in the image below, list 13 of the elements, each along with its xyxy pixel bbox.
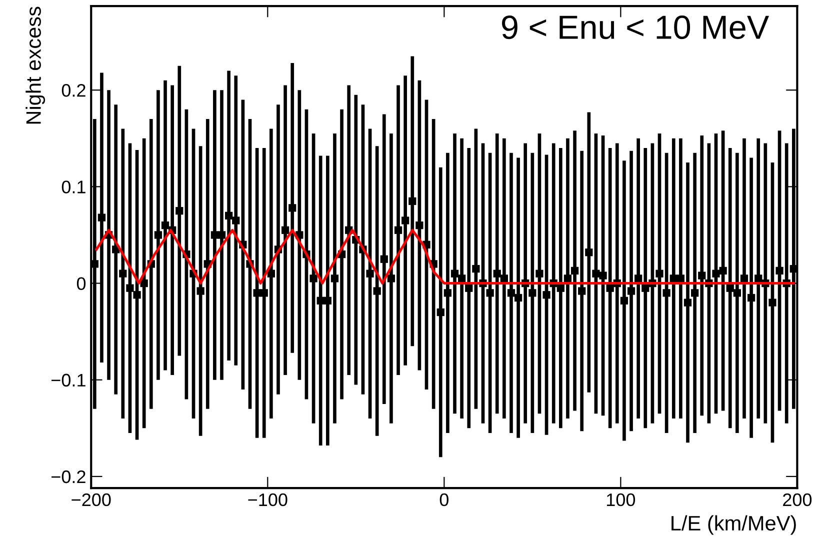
x-tick-label: −100 [248,493,288,506]
x-tick-label: 100 [606,493,636,506]
annotation: 9 < Enu < 10 MeV [502,15,770,40]
y-tick-label: 0.1 [62,180,86,194]
y-axis-title: Night excess [26,6,46,124]
x-tick-label: −200 [72,493,111,506]
x-tick-label: 0 [440,493,448,506]
y-tick-label: −0.2 [52,470,86,484]
x-axis-title: L/E (km/MeV) [672,515,796,535]
y-tick-label: −0.1 [52,374,86,387]
y-tick-label: 0 [76,277,86,290]
y-tick-label: 0.2 [62,84,86,97]
x-tick-label: 200 [783,493,812,506]
